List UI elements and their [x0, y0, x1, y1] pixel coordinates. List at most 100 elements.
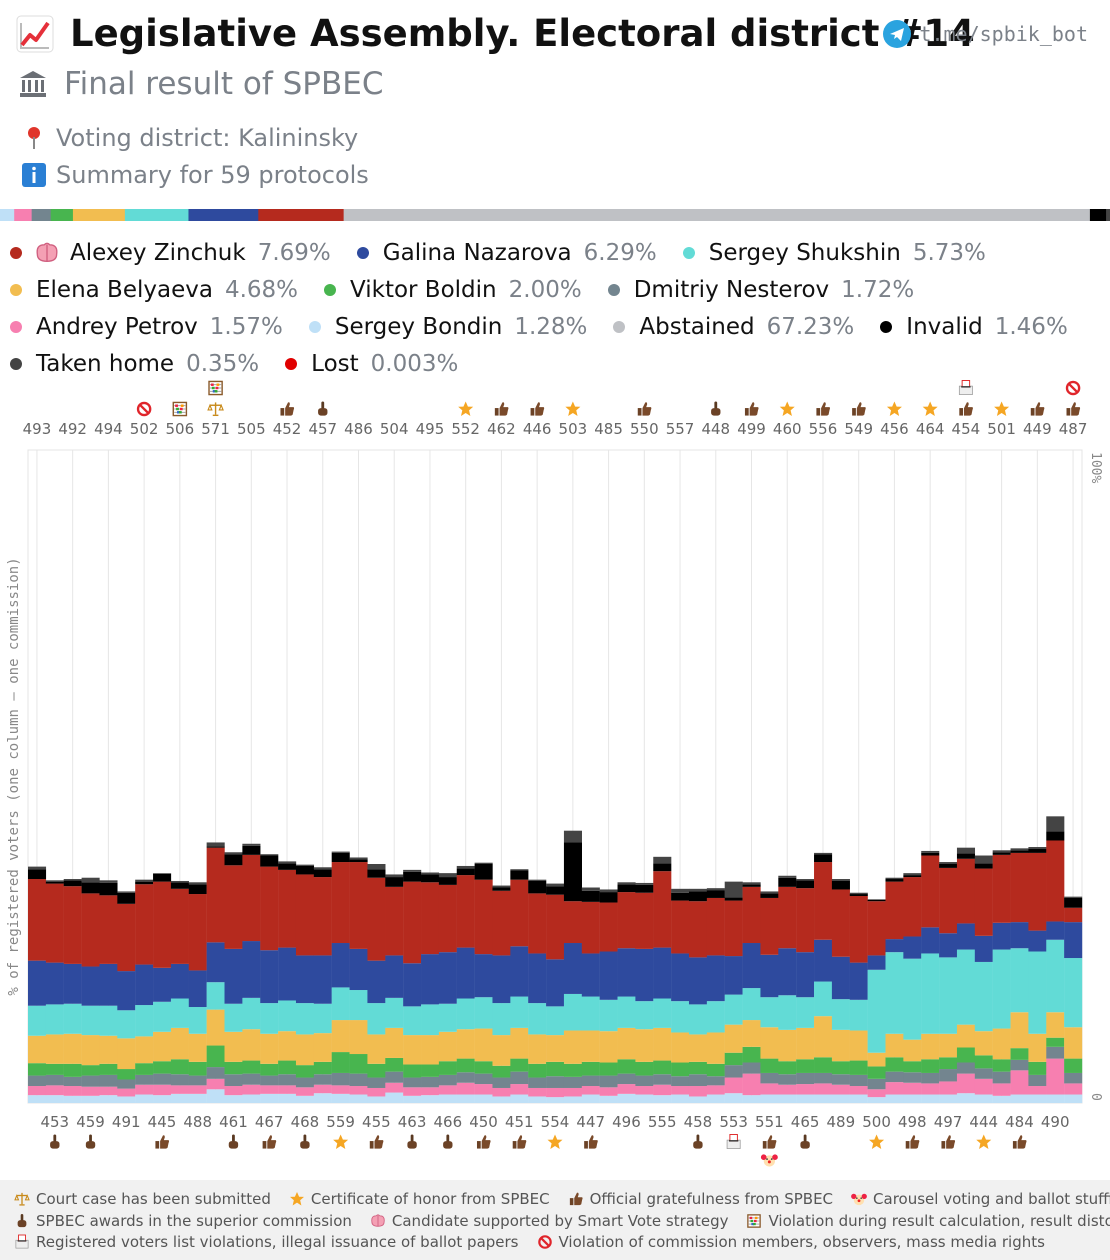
telegram-link[interactable]: t.me/spbik_bot [883, 20, 1088, 48]
bar-segment [421, 1095, 440, 1103]
bar-segment [188, 970, 207, 1008]
bar-segment [635, 1001, 654, 1030]
point-up-icon [407, 1134, 417, 1149]
bar-segment [510, 1084, 529, 1095]
bar-segment [956, 847, 976, 854]
star-icon [779, 401, 795, 416]
bar-segment [153, 873, 172, 874]
bar-segment [1046, 939, 1065, 1013]
telegram-icon [883, 20, 912, 48]
bar-segment [99, 1095, 118, 1103]
bar-segment [688, 1061, 708, 1075]
bar-segment [295, 1095, 315, 1103]
bar-segment [581, 890, 600, 902]
bar-segment [117, 1010, 136, 1039]
bar-segment [313, 1084, 332, 1094]
bar-segment [206, 1067, 225, 1079]
bar-segment [581, 996, 600, 1031]
bar-column [1046, 816, 1065, 1103]
bar-segment [1064, 958, 1083, 1028]
bar-segment [528, 953, 547, 1004]
bar-segment [867, 1089, 886, 1098]
bar-column [956, 847, 976, 1103]
bar-segment [45, 1074, 64, 1086]
tick-label: 487 [1059, 420, 1088, 438]
chart-increasing-icon [16, 15, 54, 52]
bar-segment [117, 971, 136, 1011]
bar-segment [99, 895, 118, 964]
bar-segment [224, 1086, 243, 1096]
bar-column [546, 883, 565, 1103]
bar-column [403, 869, 422, 1103]
bar-segment [438, 1061, 457, 1075]
tick-label: 498 [898, 1113, 927, 1131]
summary-segment [14, 209, 32, 221]
bar-segment [81, 1065, 100, 1076]
bar-segment [492, 1077, 511, 1088]
tick-label: 557 [666, 420, 695, 438]
bar-segment [331, 1085, 350, 1094]
legend-item: Abstained 67.23% [613, 314, 854, 340]
bar-segment [814, 939, 833, 982]
bar-segment [349, 862, 368, 949]
bar-segment [706, 955, 725, 1002]
bar-column [492, 885, 511, 1103]
legend-percent: 1.72% [841, 276, 915, 303]
bar-segment [367, 1034, 386, 1064]
bar-segment [921, 1033, 940, 1060]
bar-segment [385, 886, 404, 956]
legend-item: Elena Belyaeva 4.68% [10, 277, 298, 303]
tick-label: 496 [612, 1113, 641, 1131]
bar-segment [688, 888, 708, 892]
thumbs-up-icon [512, 1135, 527, 1149]
bar-column [45, 880, 64, 1103]
bar-segment [1028, 847, 1047, 849]
point-up-icon [85, 1134, 96, 1149]
tick-label: 444 [969, 1113, 998, 1131]
tick-label: 488 [183, 1113, 212, 1131]
bar-segment [563, 1087, 582, 1097]
bar-segment [814, 1057, 833, 1073]
tick-label: 552 [451, 420, 480, 438]
bar-segment [206, 942, 225, 983]
bar-segment [599, 1062, 618, 1076]
summary-segment [0, 209, 15, 221]
bar-segment [778, 1029, 797, 1062]
bar-segment [528, 1034, 547, 1064]
bar-column [724, 881, 743, 1103]
bar-segment [546, 959, 565, 1007]
bar-segment [546, 1061, 565, 1077]
bar-segment [242, 845, 261, 855]
bar-segment [760, 897, 779, 955]
brain-icon [371, 1214, 385, 1227]
bar-segment [117, 1069, 136, 1080]
bar-segment [1028, 852, 1047, 931]
bar-segment [295, 874, 315, 956]
tick-label: 555 [648, 1113, 677, 1131]
bar-segment [671, 953, 690, 1002]
bar-segment [206, 1045, 225, 1068]
tick-label: 463 [398, 1113, 427, 1131]
bar-segment [921, 953, 940, 1034]
bar-segment [367, 1063, 386, 1078]
bar-segment [349, 1073, 368, 1087]
bar-segment [385, 1092, 404, 1103]
bar-segment [492, 890, 511, 956]
footer-text: Certificate of honor from SPBEC [310, 1190, 550, 1208]
point-up-icon [443, 1134, 453, 1149]
bar-segment [170, 888, 189, 964]
legend-item: Lost 0.003% [285, 351, 458, 377]
bar-segment [456, 1058, 475, 1073]
bar-segment [63, 886, 82, 964]
tick-label: 455 [362, 1113, 391, 1131]
bar-segment [313, 869, 332, 878]
bar-segment [867, 899, 886, 900]
bar-segment [421, 1087, 440, 1096]
legend-row: Alexey Zinchuk 7.69% Galina Nazarova 6.29% S… [10, 234, 1100, 271]
bar-segment [831, 999, 850, 1030]
bar-segment [778, 1074, 797, 1085]
bar-segment [492, 1096, 511, 1103]
legend-label: Lost [311, 350, 359, 377]
bar-segment [224, 854, 243, 866]
bar-column [760, 891, 779, 1103]
